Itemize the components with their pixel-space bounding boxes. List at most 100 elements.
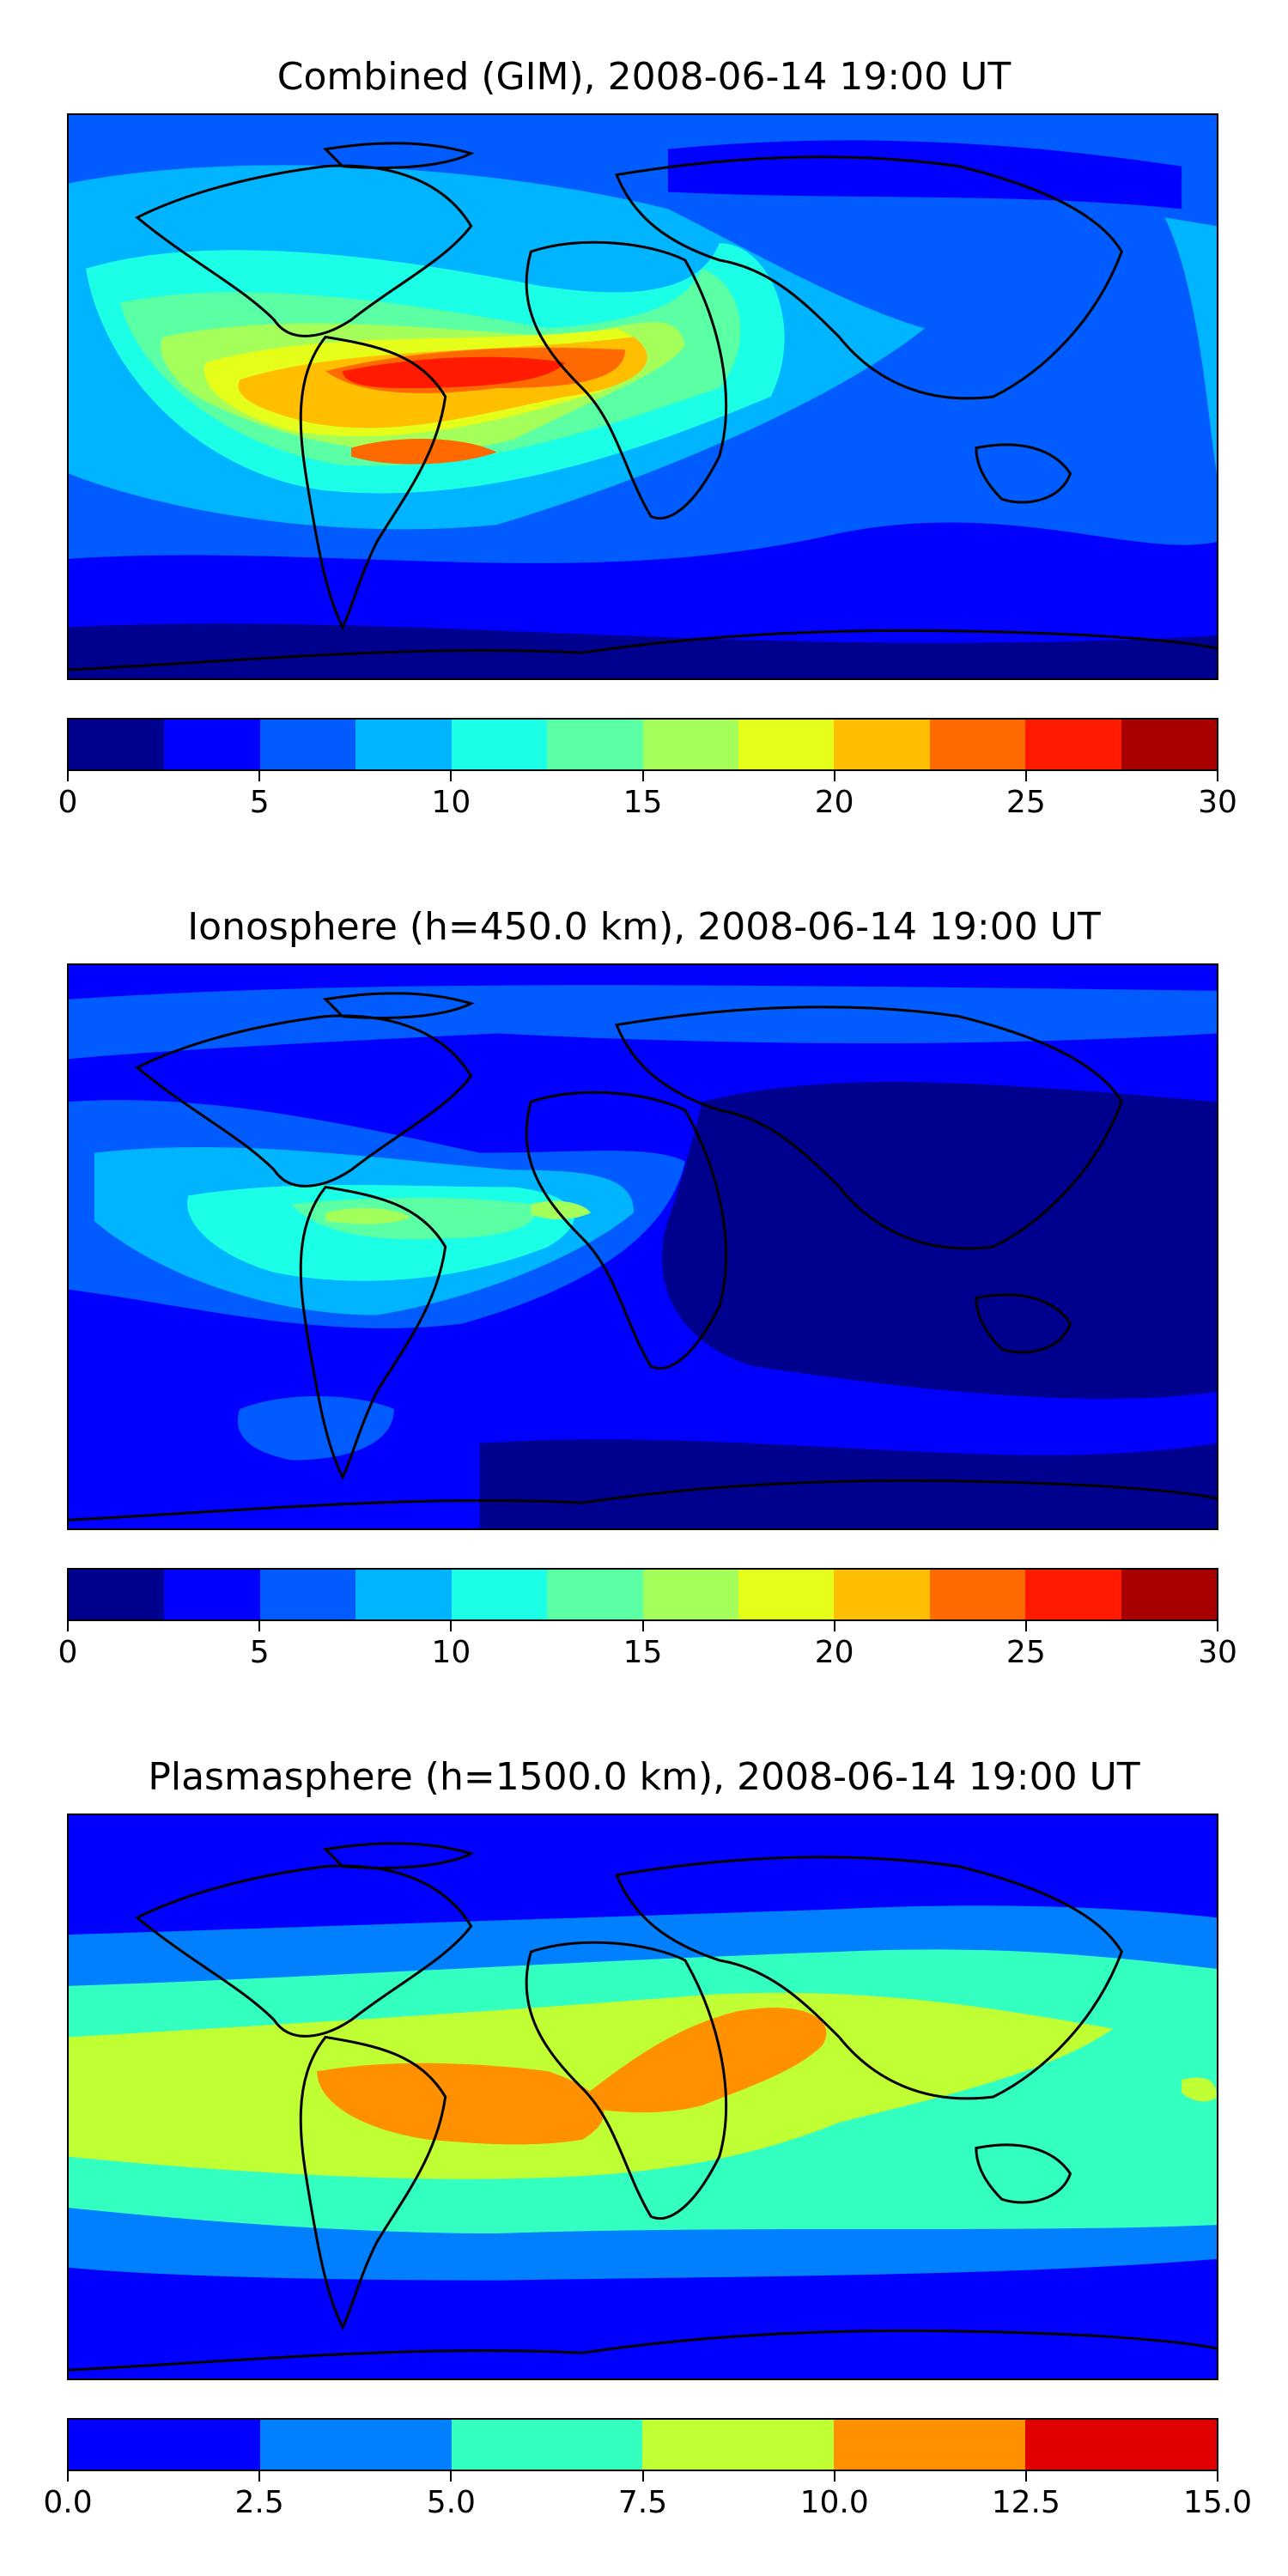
panel-title-plasmasphere: Plasmasphere (h=1500.0 km), 2008-06-14 1… — [148, 1755, 1140, 1799]
coastlines — [69, 142, 1217, 671]
map-ionosphere — [67, 963, 1218, 1530]
colorbar-segment — [259, 1570, 356, 1619]
colorbar-segment — [451, 720, 548, 769]
colorbar-segment — [1025, 2420, 1217, 2470]
colorbar-segment — [259, 720, 356, 769]
colorbar-segment — [69, 2420, 260, 2470]
colorbar-segment — [355, 720, 452, 769]
contour-tec-15 — [291, 1197, 536, 1240]
colorbar-segment — [547, 1570, 643, 1619]
colorbar-segment — [929, 1570, 1026, 1619]
contour-tec-27 — [343, 356, 566, 389]
colorbar-tick — [1217, 2471, 1218, 2482]
contour-east-edge — [1164, 217, 1217, 474]
colorbar-segment — [642, 720, 738, 769]
colorbar-tick-label: 5.0 — [426, 2485, 476, 2520]
colorbar-segment — [834, 1570, 930, 1619]
colorbar-tick — [833, 1621, 835, 1631]
map-contours-combined — [69, 115, 1217, 678]
colorbar-segment — [738, 1570, 835, 1619]
colorbar-tick-label: 10 — [431, 785, 471, 820]
colorbar-tick — [1024, 1621, 1027, 1631]
colorbar-tick-label: 10 — [431, 1635, 471, 1670]
panel-title-combined: Combined (GIM), 2008-06-14 19:00 UT — [276, 55, 1012, 99]
colorbar-combined — [67, 718, 1218, 771]
contour-tec-0-south — [479, 1439, 1217, 1528]
colorbar-tick — [258, 771, 261, 781]
colorbar-tick-label: 5 — [249, 785, 270, 820]
colorbar-segment — [1025, 1570, 1121, 1619]
colorbar-segment — [1121, 720, 1218, 769]
colorbar-tick-label: 0 — [58, 1635, 78, 1670]
colorbar-tick-label: 20 — [814, 1635, 854, 1670]
colorbar-tick — [641, 771, 644, 781]
contour-tec-0-east — [661, 1082, 1217, 1399]
contour-tec-17-b — [531, 1200, 592, 1219]
colorbar-ticks-ionosphere: 0 5 10 15 20 25 30 — [58, 1621, 1237, 1673]
colorbar-segment — [834, 720, 930, 769]
map-contours-ionosphere — [69, 965, 1217, 1528]
colorbar-tick — [1024, 771, 1027, 781]
colorbar-segment — [451, 1570, 548, 1619]
colorbar-tick — [450, 771, 453, 781]
colorbar-tick-label: 0.0 — [43, 2485, 93, 2520]
colorbar-segment — [547, 720, 643, 769]
colorbar-tick-label: 25 — [1005, 785, 1046, 820]
colorbar-plasmasphere — [67, 2418, 1218, 2471]
colorbar-tick-label: 15.0 — [1182, 2485, 1253, 2520]
colorbar-tick — [1217, 771, 1218, 781]
contour-7-5-east — [1182, 2077, 1217, 2102]
colorbar-ionosphere — [67, 1568, 1218, 1621]
colorbar-tick — [1024, 2471, 1027, 2482]
colorbar-tick-label: 25 — [1005, 1635, 1046, 1670]
colorbar-ticks-combined: 0 5 10 15 20 25 30 — [58, 771, 1237, 823]
map-contours-plasmasphere — [69, 1815, 1217, 2379]
colorbar-tick — [258, 2471, 261, 2482]
colorbar-tick-label: 30 — [1198, 785, 1237, 820]
colorbar-segment — [1025, 720, 1121, 769]
colorbar-tick — [67, 2471, 69, 2482]
colorbar-tick-label: 15 — [623, 785, 663, 820]
colorbar-tick-label: 20 — [814, 785, 854, 820]
colorbar-tick — [833, 2471, 835, 2482]
colorbar-segment — [1121, 1570, 1218, 1619]
colorbar-segment — [451, 2420, 643, 2470]
map-combined-gim — [67, 113, 1218, 680]
map-plasmasphere — [67, 1814, 1218, 2380]
colorbar-tick-label: 12.5 — [991, 2485, 1060, 2520]
colorbar-tick-label: 30 — [1198, 1635, 1237, 1670]
contour-tec-17-a — [325, 1207, 411, 1224]
colorbar-segment — [69, 720, 165, 769]
colorbar-segment — [69, 1570, 165, 1619]
contour-tec-25-south — [351, 439, 497, 465]
colorbar-tick — [258, 1621, 261, 1631]
contour-10-0-west — [317, 2063, 605, 2145]
colorbar-segment — [355, 1570, 452, 1619]
colorbar-segment — [164, 1570, 260, 1619]
colorbar-tick — [450, 1621, 453, 1631]
colorbar-segment — [834, 2420, 1026, 2470]
coastlines — [69, 1842, 1217, 2372]
colorbar-tick-label: 2.5 — [234, 2485, 284, 2520]
colorbar-ticks-plasmasphere: 0.0 2.5 5.0 7.5 10.0 12.5 15.0 — [43, 2471, 1252, 2523]
contour-10-0-east — [582, 2008, 827, 2113]
colorbar-tick-label: 0 — [58, 785, 78, 820]
panel-title-ionosphere: Ionosphere (h=450.0 km), 2008-06-14 19:0… — [187, 905, 1101, 949]
colorbar-tick — [67, 771, 69, 781]
colorbar-tick-label: 15 — [623, 1635, 663, 1670]
colorbar-segment — [642, 2420, 835, 2470]
colorbar-tick-label: 5 — [249, 1635, 270, 1670]
colorbar-tick — [641, 2471, 644, 2482]
colorbar-segment — [642, 1570, 738, 1619]
colorbar-tick-label: 10.0 — [799, 2485, 869, 2520]
colorbar-segment — [738, 720, 835, 769]
colorbar-tick — [1217, 1621, 1218, 1631]
coastlines — [69, 992, 1217, 1522]
colorbar-segment — [164, 720, 260, 769]
colorbar-segment — [259, 2420, 452, 2470]
colorbar-segment — [929, 720, 1026, 769]
colorbar-tick-label: 7.5 — [617, 2485, 668, 2520]
colorbar-tick — [641, 1621, 644, 1631]
contour-7-5 — [69, 1992, 1114, 2179]
colorbar-tick — [67, 1621, 69, 1631]
